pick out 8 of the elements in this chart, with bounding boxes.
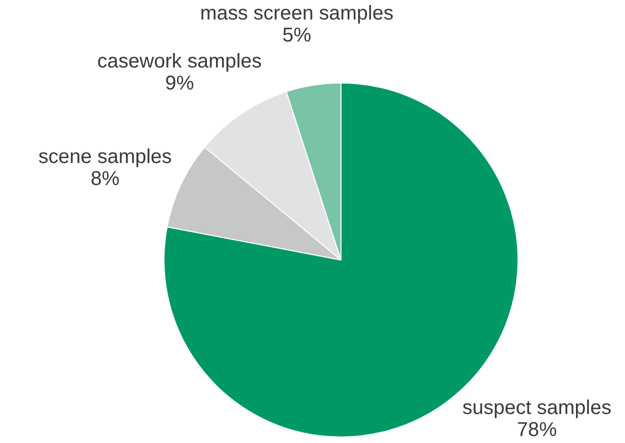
slice-label: casework samples xyxy=(97,50,262,72)
data-label: 5% xyxy=(282,24,312,46)
slice-label: suspect samples xyxy=(462,397,612,419)
slice-label: scene samples xyxy=(38,146,172,168)
data-label: 78% xyxy=(516,419,558,441)
slice-label: mass screen samples xyxy=(200,2,394,24)
data-label: 9% xyxy=(165,72,194,94)
data-label: 8% xyxy=(90,168,120,190)
